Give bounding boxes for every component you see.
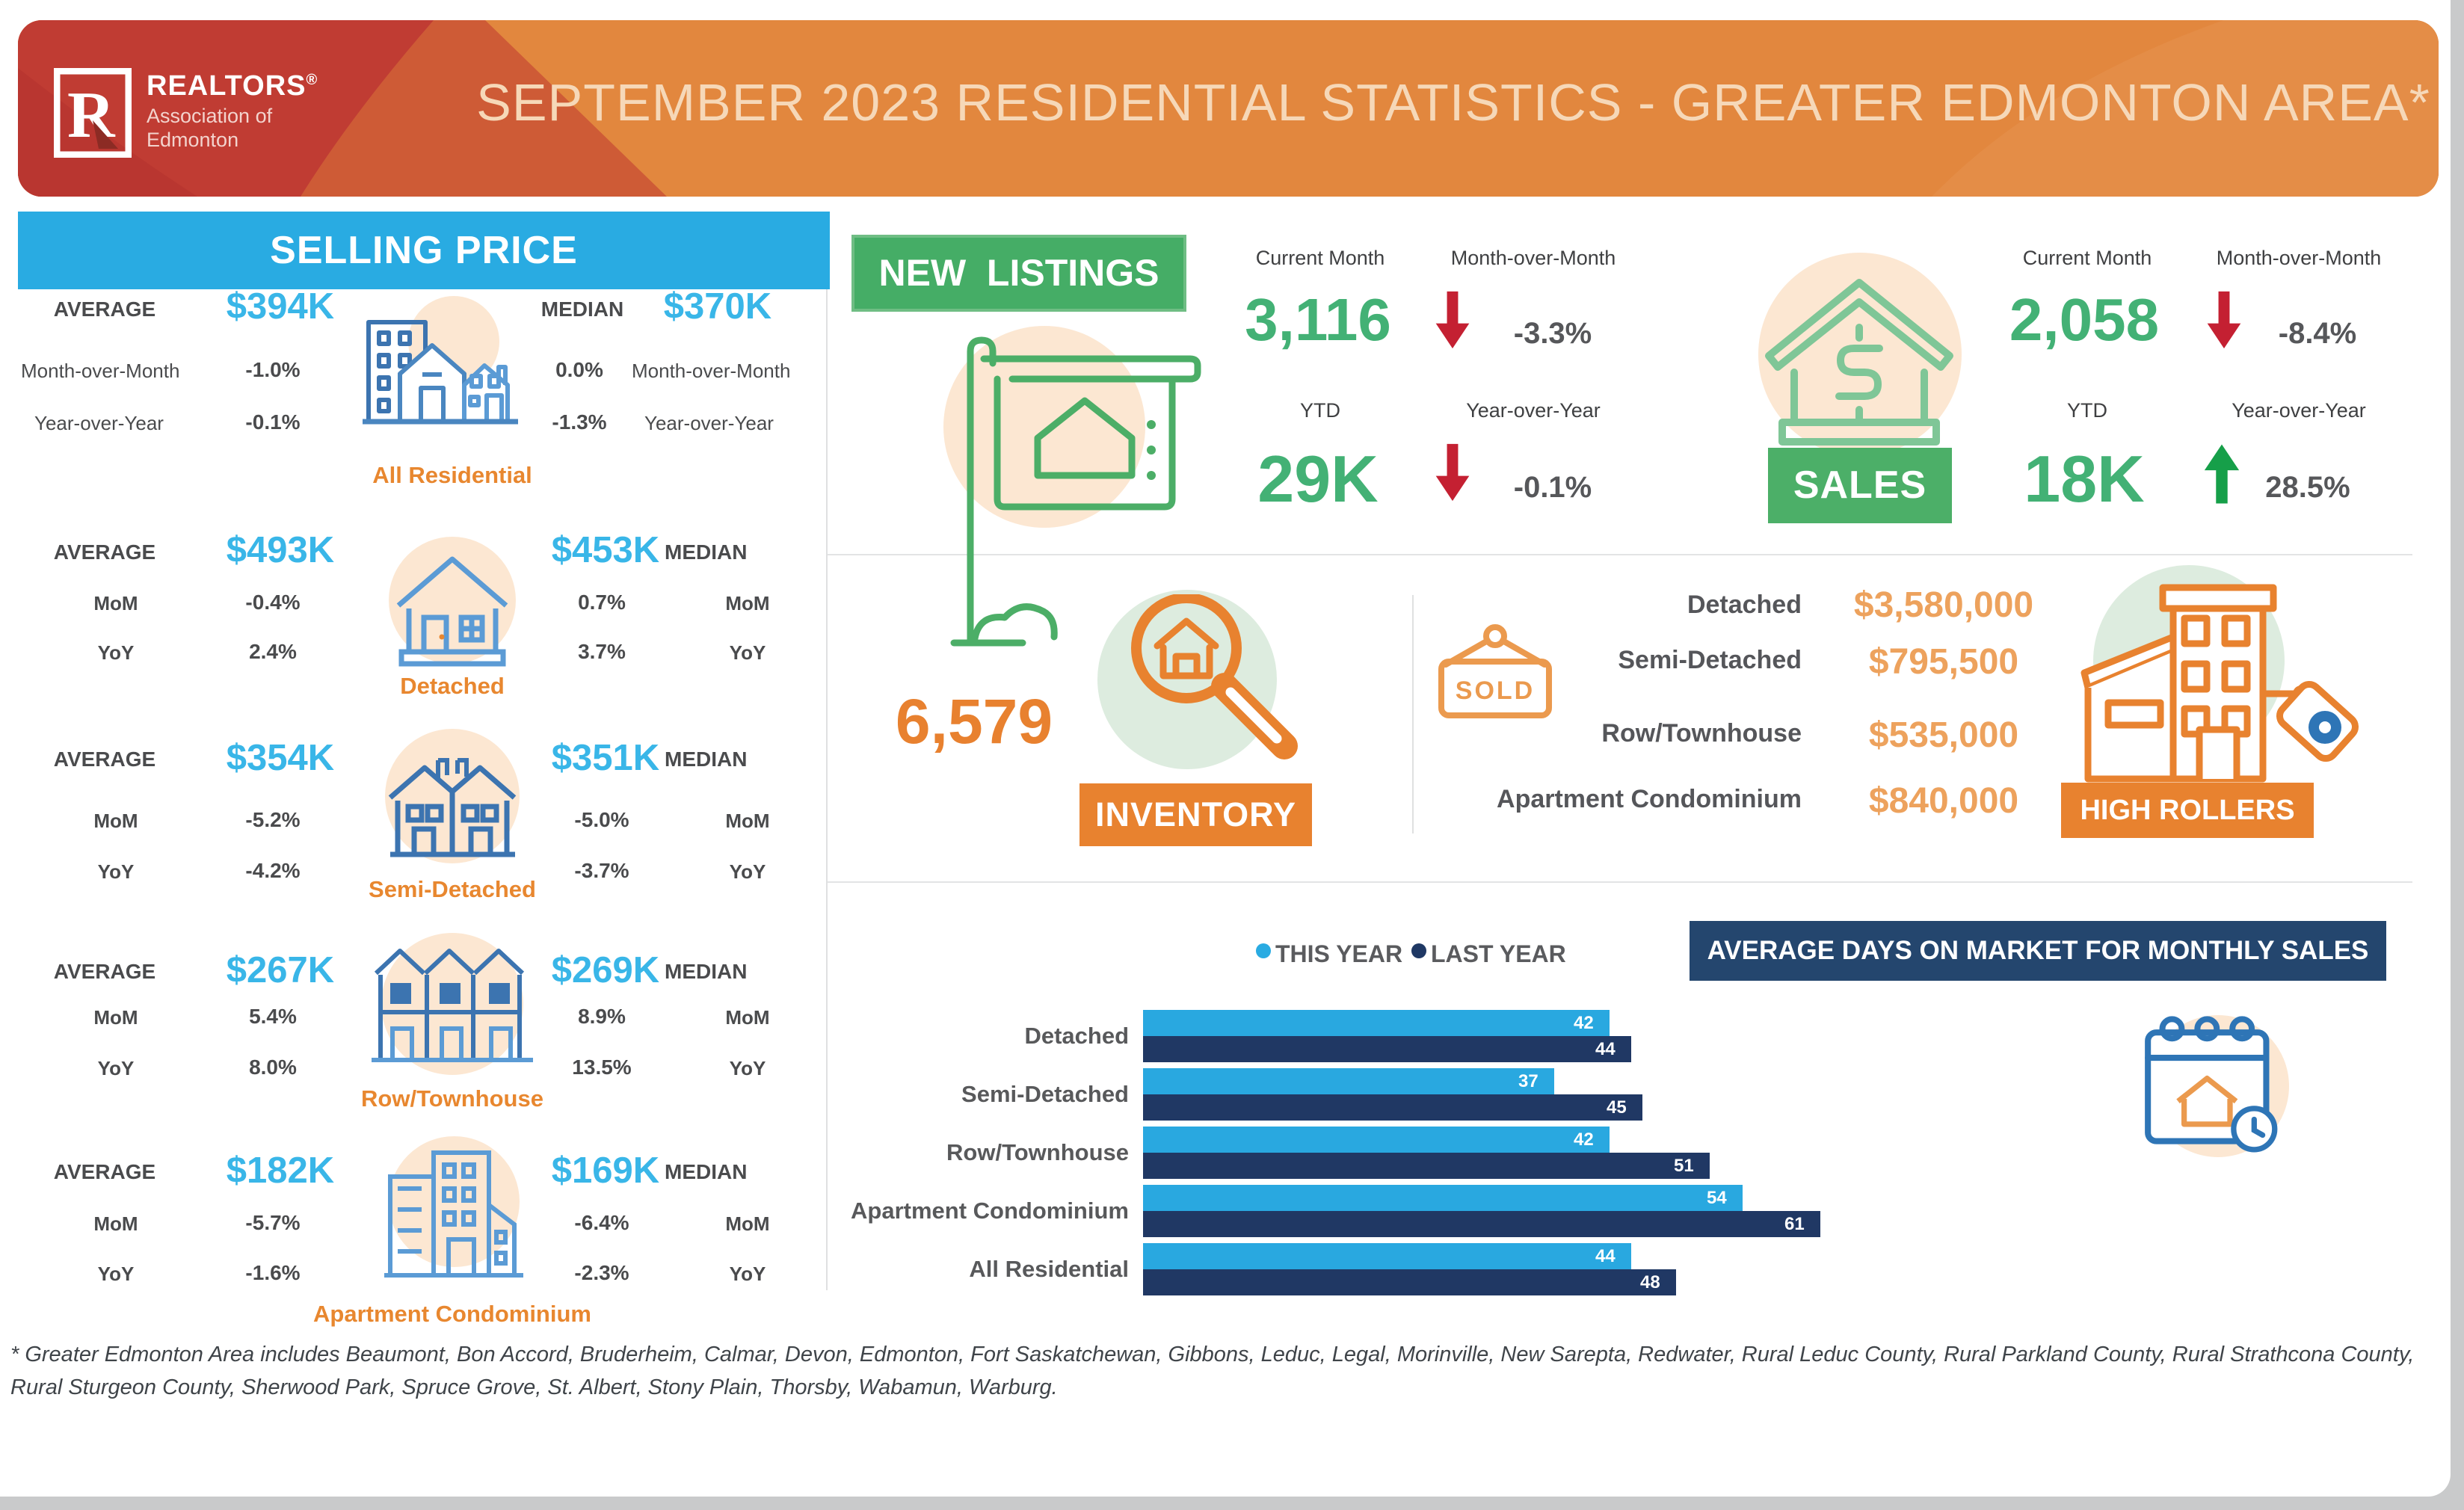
svg-text:SOLD: SOLD xyxy=(1456,677,1535,705)
